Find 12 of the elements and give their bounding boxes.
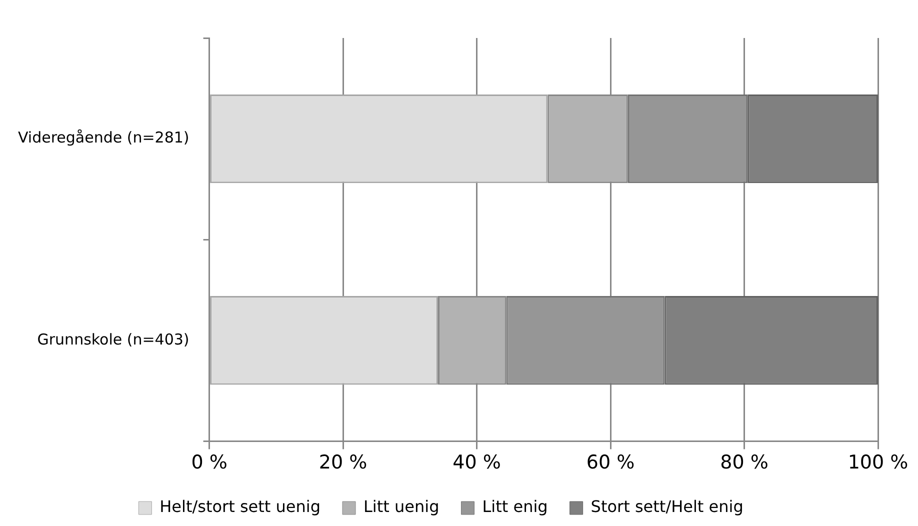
x-tick-label: 80 % xyxy=(720,452,768,474)
legend-label: Litt uenig xyxy=(364,497,440,516)
y-tick-label: Grunnskole (n=403) xyxy=(37,330,190,348)
legend-label: Stort sett/Helt enig xyxy=(590,497,744,516)
x-tick-label: 20 % xyxy=(318,452,368,474)
x-tick-label: 60 % xyxy=(586,452,635,474)
legend-label: Litt enig xyxy=(482,497,548,516)
x-tick-label: 40 % xyxy=(452,452,501,474)
x-tick-label: 0 % xyxy=(191,452,228,474)
x-tick-label: 100 % xyxy=(848,452,908,474)
legend-label: Helt/stort sett uenig xyxy=(160,497,321,516)
y-tick-label: Videregående (n=281) xyxy=(18,128,190,147)
